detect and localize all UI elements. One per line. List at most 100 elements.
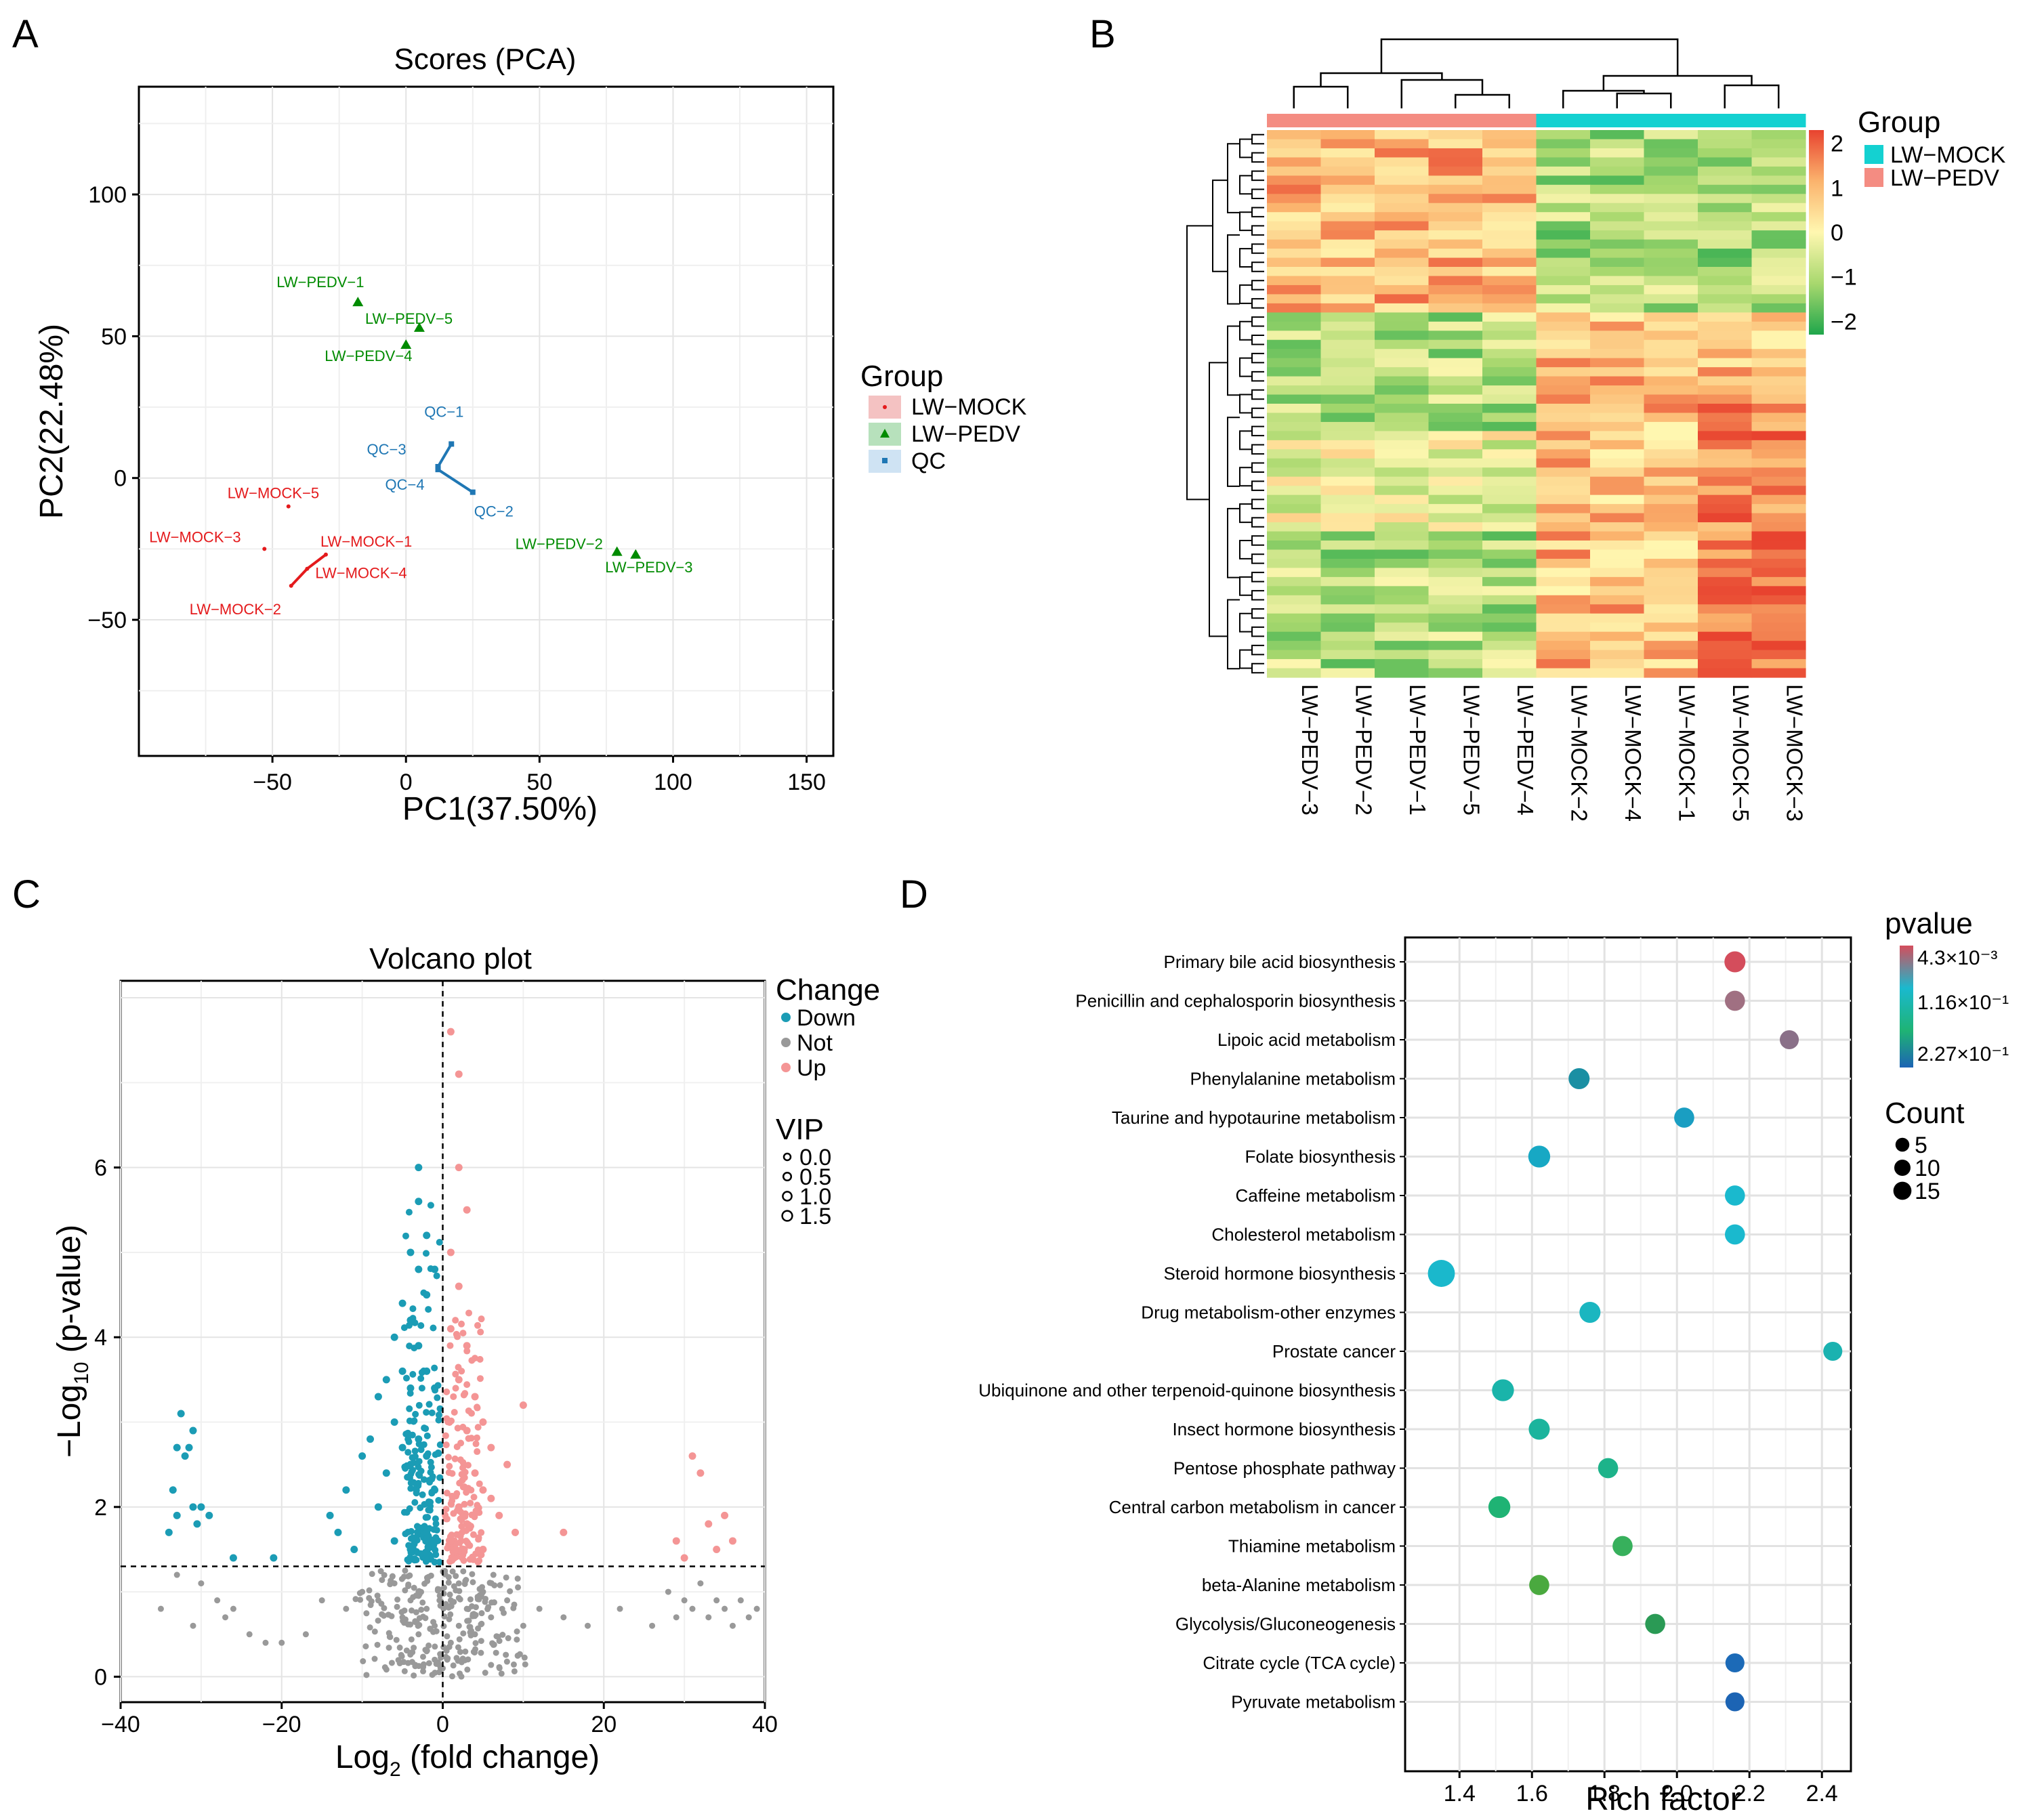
heatmap-cell xyxy=(1267,148,1322,158)
volcano-point-up xyxy=(459,1513,466,1520)
volcano-point-not xyxy=(402,1587,409,1594)
heatmap-cell xyxy=(1267,440,1322,450)
heatmap-cell xyxy=(1428,175,1483,186)
heatmap-cell xyxy=(1428,440,1483,450)
row-dendro-link xyxy=(1239,357,1252,377)
heatmap-cell xyxy=(1536,212,1591,222)
heatmap-cell xyxy=(1375,249,1430,259)
volcano-point-not xyxy=(463,1605,470,1612)
heatmap-cell xyxy=(1536,276,1591,286)
volcano-point-up xyxy=(472,1509,480,1517)
enrich-point xyxy=(1725,1653,1745,1673)
volcano-point-up xyxy=(672,1537,680,1545)
heatmap-cell xyxy=(1267,531,1322,541)
volcano-point-down xyxy=(425,1401,433,1408)
heatmap-cell xyxy=(1536,631,1591,641)
heatmap-cell xyxy=(1644,257,1698,268)
enrich-point xyxy=(1579,1301,1601,1324)
volcano-point-down xyxy=(411,1447,419,1455)
heatmap-cell xyxy=(1482,203,1537,213)
heatmap-cell xyxy=(1644,394,1698,404)
heatmap-cell xyxy=(1375,449,1430,459)
heatmap-cell xyxy=(1267,431,1322,441)
heatmap-cell xyxy=(1536,650,1591,660)
volcano-point-up xyxy=(454,1424,461,1432)
pca-x-tick-label: −50 xyxy=(253,769,292,795)
heatmap-legend-title: Group xyxy=(1858,106,1940,139)
volcano-point-down xyxy=(417,1504,424,1512)
volcano-point-up xyxy=(503,1460,512,1468)
volcano-point-up xyxy=(688,1452,696,1460)
heatmap-cell xyxy=(1751,294,1806,304)
volcano-point-not xyxy=(374,1641,381,1648)
enrich-pathway-label: Citrate cycle (TCA cycle) xyxy=(1203,1653,1396,1673)
heatmap-cell xyxy=(1590,339,1645,350)
volcano-point-up xyxy=(470,1531,477,1538)
heatmap-cell xyxy=(1751,440,1806,450)
heatmap-cell xyxy=(1375,486,1430,496)
volcano-point-down xyxy=(334,1528,342,1536)
heatmap-cell xyxy=(1267,650,1322,660)
enrich-pvalue-labels: 4.3×10⁻³ 1.16×10⁻¹ 2.27×10⁻¹ xyxy=(1913,947,2009,1065)
volcano-point-down xyxy=(173,1443,181,1452)
volcano-point-up xyxy=(466,1542,474,1549)
heatmap-cell xyxy=(1267,504,1322,514)
enrich-point xyxy=(1488,1496,1511,1519)
heatmap-cell xyxy=(1320,321,1375,331)
heatmap-cell xyxy=(1267,558,1322,568)
heatmap-group-cell xyxy=(1428,114,1483,127)
heatmap-cell xyxy=(1482,394,1537,404)
heatmap-colorbar xyxy=(1809,130,1824,335)
volcano-point-not xyxy=(737,1597,744,1604)
enrich-plot-frame xyxy=(1404,936,1852,1773)
heatmap-cell xyxy=(1267,421,1322,431)
volcano-point-up xyxy=(452,1384,459,1392)
volcano-point-down xyxy=(415,1401,423,1409)
volcano-x-tick-label: −40 xyxy=(101,1712,140,1737)
heatmap-cell xyxy=(1698,421,1753,431)
volcano-point-down xyxy=(425,1498,432,1506)
heatmap-cell xyxy=(1590,385,1645,396)
heatmap-cell xyxy=(1320,568,1375,578)
heatmap-cell xyxy=(1644,212,1698,222)
row-dendro-link xyxy=(1251,335,1264,345)
heatmap-cell xyxy=(1590,376,1645,386)
heatmap-cell xyxy=(1267,349,1322,359)
volcano-point-not xyxy=(419,1599,426,1606)
heatmap-cell xyxy=(1320,604,1375,614)
heatmap-cell xyxy=(1482,458,1537,468)
heatmap-cell xyxy=(1698,449,1753,459)
heatmap-cell xyxy=(1320,467,1375,478)
heatmap-cell xyxy=(1590,558,1645,568)
heatmap-cell xyxy=(1267,339,1322,350)
volcano-point-not xyxy=(413,1609,419,1615)
heatmap-cell xyxy=(1320,367,1375,377)
volcano-point-not xyxy=(415,1588,422,1595)
heatmap-cell xyxy=(1590,467,1645,478)
heatmap-cell xyxy=(1482,650,1537,660)
heatmap-cell xyxy=(1428,230,1483,240)
heatmap-column-label: LW−MOCK−3 xyxy=(1782,684,1807,822)
row-dendro-link xyxy=(1239,612,1252,633)
volcano-point-up xyxy=(458,1471,465,1478)
volcano-point-down xyxy=(417,1467,425,1475)
volcano-vip-key xyxy=(782,1191,793,1202)
heatmap-cell xyxy=(1375,139,1430,149)
volcano-point-down xyxy=(431,1265,439,1273)
heatmap-cell xyxy=(1375,504,1430,514)
volcano-point-not xyxy=(393,1636,400,1643)
volcano-point-down xyxy=(406,1405,413,1412)
pvalue-label: 4.3×10⁻³ xyxy=(1917,947,1997,969)
volcano-point-not xyxy=(379,1577,385,1584)
heatmap-cell xyxy=(1536,486,1591,496)
pca-grid xyxy=(139,87,833,756)
heatmap-cell xyxy=(1428,239,1483,249)
heatmap-cell xyxy=(1590,595,1645,605)
heatmap-cell xyxy=(1375,267,1430,277)
volcano-point-down xyxy=(229,1554,237,1562)
heatmap-cell xyxy=(1644,440,1698,450)
heatmap-cell xyxy=(1536,476,1591,486)
pca-point-qc xyxy=(435,467,441,473)
heatmap-cell xyxy=(1375,558,1430,568)
